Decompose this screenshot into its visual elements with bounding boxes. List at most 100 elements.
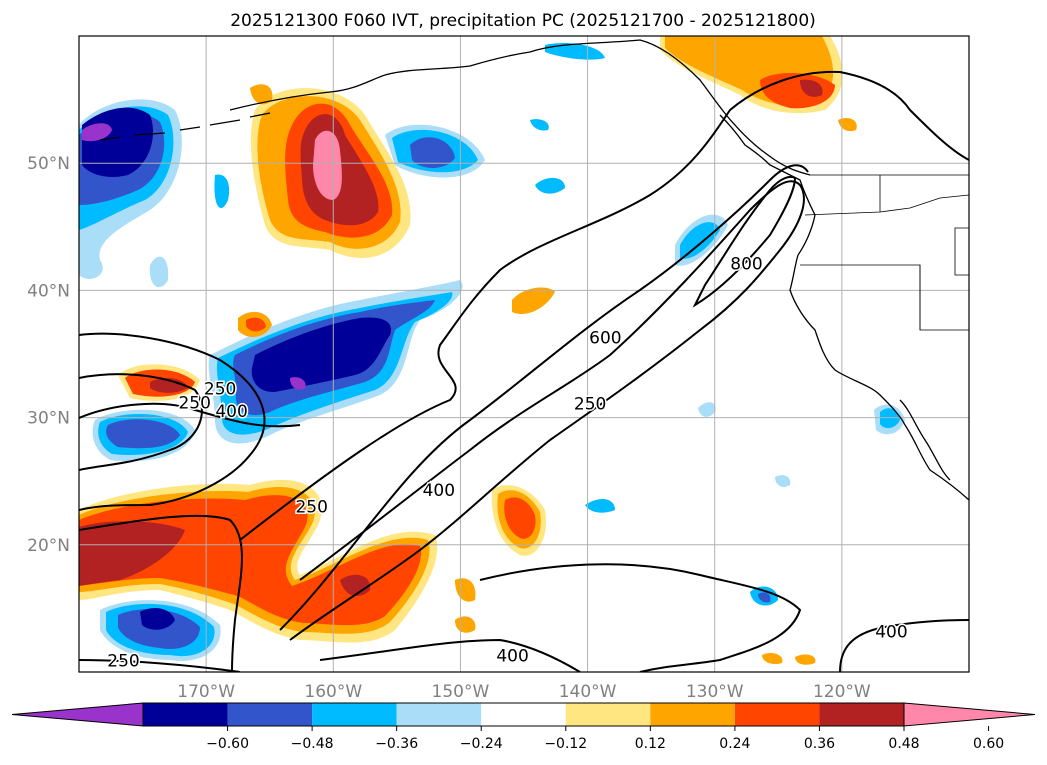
ivt-contour-label: 250 [178, 393, 210, 413]
precip-pc-fill [79, 36, 905, 665]
ivt-contour-label: 400 [496, 646, 528, 666]
ivt-contour-label: 400 [875, 622, 907, 642]
pc-negative-region [140, 608, 175, 630]
border-lines [800, 174, 969, 331]
lat-tick-labels: 20°N 30°N 40°N 50°N [27, 154, 70, 556]
pc-negative-region [535, 177, 565, 194]
pc-positive-region [250, 84, 273, 105]
pc-negative-region [545, 42, 605, 60]
colorbar-tick-label: −0.24 [460, 736, 503, 752]
lon-tick-label: 120°W [813, 682, 871, 702]
colorbar-swatch [312, 703, 397, 726]
pc-negative-region [680, 222, 720, 259]
pc-negative-region [530, 119, 549, 131]
colorbar-swatch [734, 703, 820, 726]
ivt-contour-label: 800 [730, 255, 762, 275]
colorbar-swatch [819, 703, 904, 726]
lon-tick-label: 140°W [559, 682, 617, 702]
ivt-contour-250-band-north [239, 70, 969, 541]
ivt-contour-400-south [79, 638, 581, 672]
lat-tick-label: 20°N [27, 536, 70, 556]
colorbar-tick-label: 0.12 [635, 736, 666, 752]
pc-negative-region [82, 123, 112, 142]
pc-negative-region [880, 408, 900, 429]
ivt-contour-label: 600 [589, 328, 621, 348]
colorbar-tick-label: 0.36 [804, 736, 835, 752]
lat-tick-label: 30°N [27, 409, 70, 429]
ivt-contour-label: 250 [295, 498, 327, 518]
ivt-contour-label: 250 [107, 652, 139, 672]
ivt-contour-label: 400 [215, 402, 247, 422]
ivt-contour-250 [79, 332, 266, 511]
pc-negative-region [290, 377, 306, 390]
pc-positive-region [795, 654, 816, 665]
colorbar-tick-label: 0.48 [888, 736, 919, 752]
coastline-bc [719, 114, 816, 256]
lat-tick-label: 50°N [27, 154, 70, 174]
coastline-west-us [789, 254, 969, 501]
pc-positive-region [79, 521, 185, 586]
pc-negative-region [775, 475, 791, 488]
colorbar-tick-label: −0.36 [375, 736, 418, 752]
pc-positive-region [313, 130, 342, 200]
colorbar-tick-label: −0.60 [206, 736, 249, 752]
ivt-contour-250-west [79, 373, 203, 471]
colorbar: −0.60 −0.48 −0.36 −0.24 −0.12 0.12 0.24 0.36 0.4… [11, 702, 1036, 752]
pc-positive-region [504, 497, 536, 539]
pc-negative-region [758, 592, 771, 603]
ivt-contour-400-east [839, 619, 969, 672]
lat-tick-label: 40°N [27, 281, 70, 301]
lon-tick-label: 130°W [686, 682, 744, 702]
lon-tick-label: 150°W [432, 682, 490, 702]
ivt-contour-800 [692, 175, 797, 308]
ivt-contour-400-west [79, 402, 301, 428]
pc-positive-region [800, 79, 823, 97]
map-frame [78, 35, 970, 673]
colorbar-tick-label: −0.48 [291, 736, 334, 752]
pc-negative-region [251, 317, 391, 393]
pc-negative-region [214, 174, 230, 208]
colorbar-tick-label: 0.24 [719, 736, 750, 752]
lon-tick-label: 170°W [177, 682, 235, 702]
colorbar-frame [142, 702, 905, 727]
colorbar-extend-min [11, 702, 144, 727]
ivt-contour-400-band [279, 164, 809, 631]
pc-positive-region [838, 118, 857, 132]
ivt-contour-label: 400 [423, 481, 455, 501]
pc-negative-region [149, 256, 169, 288]
chart-title: 2025121300 F060 IVT, precipitation PC (2… [230, 11, 816, 31]
lon-tick-labels: 170°W 160°W 150°W 140°W 130°W 120°W [177, 682, 871, 702]
pc-positive-region [150, 378, 188, 393]
colorbar-swatch [481, 703, 566, 726]
pc-negative-region [106, 419, 180, 449]
grid-lines [79, 36, 969, 672]
pc-negative-region [410, 137, 455, 168]
pc-positive-region [246, 317, 266, 332]
pc-positive-region [512, 287, 555, 314]
state-border-wa-or [804, 194, 969, 216]
colorbar-tick-label: −0.12 [544, 736, 587, 752]
colorbar-extend-max [903, 702, 1036, 727]
lon-tick-label: 160°W [304, 682, 362, 702]
aleutian-islands [99, 112, 271, 141]
ivt-contour-600 [289, 180, 805, 641]
colorbar-swatch [396, 703, 482, 726]
ivt-contour-label: 250 [204, 379, 236, 399]
colorbar-tick-label: 0.60 [973, 736, 1004, 752]
colorbar-swatch [565, 703, 651, 726]
pc-negative-region [698, 402, 716, 417]
coastlines [99, 39, 969, 501]
coastline-baja [899, 399, 951, 481]
ivt-contour-400-southeast [479, 563, 802, 672]
colorbar-swatch [650, 703, 735, 726]
colorbar-swatch [143, 703, 228, 726]
colorbar-swatch [227, 703, 313, 726]
pc-negative-region [585, 498, 615, 513]
state-border-ca-nv [879, 175, 969, 330]
ivt-contour-label: 250 [574, 395, 606, 415]
ivt-contours [79, 70, 969, 672]
coastline-alaska [229, 39, 811, 176]
